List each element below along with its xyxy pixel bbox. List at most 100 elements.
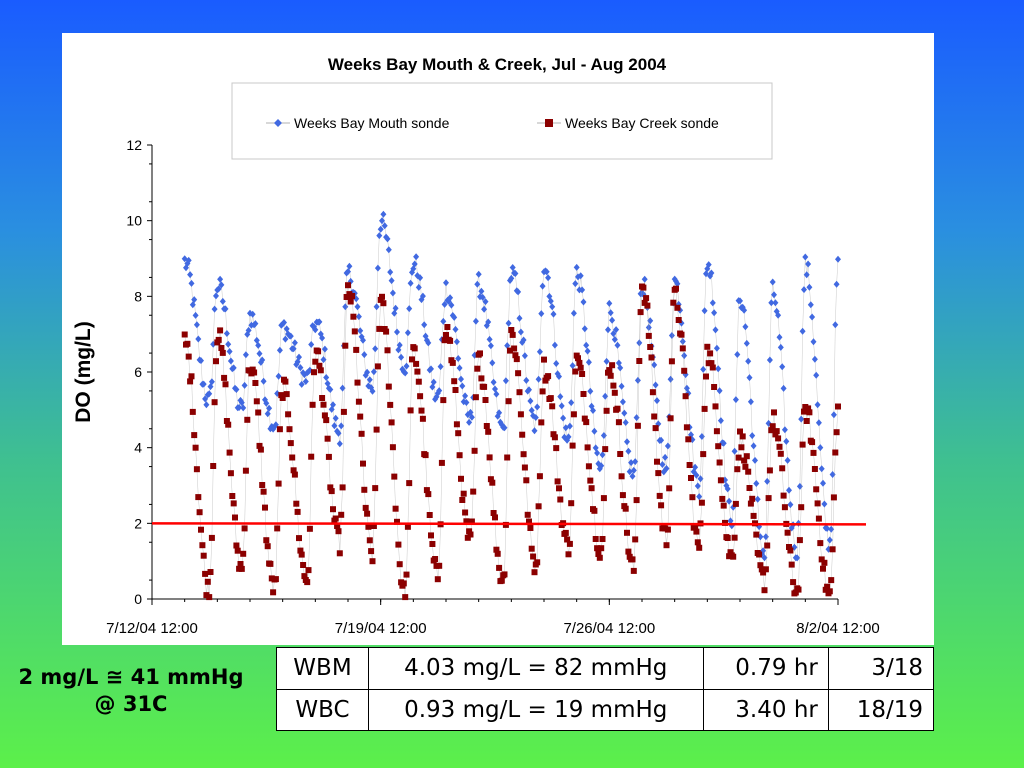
data-point — [534, 403, 541, 411]
data-point — [817, 540, 824, 547]
data-point — [407, 407, 414, 414]
data-point — [565, 433, 572, 441]
data-point — [575, 355, 581, 362]
data-point — [786, 544, 792, 550]
data-point — [183, 264, 189, 272]
data-point — [645, 332, 652, 339]
data-point — [195, 335, 202, 343]
legend-marker — [274, 119, 282, 127]
data-point — [621, 409, 628, 417]
data-point — [832, 321, 839, 329]
data-point — [762, 533, 769, 541]
data-point — [517, 328, 524, 336]
data-point — [696, 544, 703, 551]
x-tick-label: 7/19/04 12:00 — [335, 620, 427, 637]
data-point — [531, 427, 538, 435]
data-point — [536, 348, 543, 356]
data-point — [701, 405, 708, 412]
data-point — [270, 589, 277, 596]
data-point — [614, 405, 621, 412]
data-point — [747, 398, 754, 406]
data-point — [720, 439, 727, 447]
data-point — [369, 387, 376, 395]
data-point — [426, 512, 433, 518]
data-point — [238, 565, 245, 572]
data-point — [349, 293, 356, 299]
data-point — [396, 561, 403, 568]
data-point — [745, 468, 752, 475]
data-point — [477, 350, 483, 357]
data-point — [443, 279, 449, 287]
creek-series — [181, 282, 841, 601]
data-point — [192, 444, 199, 451]
data-point — [543, 268, 550, 276]
data-point — [626, 468, 633, 476]
data-point — [366, 537, 373, 544]
data-point — [569, 362, 576, 370]
data-point — [217, 275, 224, 283]
data-point — [546, 292, 553, 300]
data-point — [403, 571, 410, 578]
data-point — [674, 280, 681, 288]
data-point — [784, 529, 791, 536]
data-point — [743, 453, 750, 460]
data-point — [219, 349, 226, 356]
data-point — [302, 378, 309, 385]
data-point — [561, 433, 568, 441]
data-point — [619, 398, 626, 406]
data-point — [259, 356, 266, 364]
data-point — [339, 484, 346, 491]
data-point — [579, 371, 586, 377]
data-point — [801, 408, 807, 415]
data-point — [587, 387, 594, 395]
data-point — [532, 414, 539, 421]
data-point — [241, 381, 248, 389]
data-point — [482, 298, 489, 306]
data-point — [640, 284, 647, 291]
data-point — [732, 500, 739, 507]
data-point — [581, 415, 588, 422]
data-point — [336, 550, 343, 557]
data-point — [556, 485, 562, 492]
data-point — [780, 384, 787, 392]
data-point — [528, 545, 535, 552]
data-point — [198, 526, 204, 533]
data-point — [632, 458, 639, 466]
data-point — [362, 504, 369, 511]
data-point — [392, 505, 399, 512]
data-point — [517, 411, 524, 418]
data-point — [673, 285, 679, 292]
data-point — [222, 305, 229, 313]
data-point — [694, 539, 701, 546]
data-point — [330, 401, 336, 409]
data-point — [696, 493, 703, 501]
data-point — [625, 447, 632, 455]
data-point — [811, 355, 818, 363]
data-point — [330, 506, 336, 513]
data-point — [747, 500, 754, 507]
data-point — [682, 393, 689, 400]
data-point — [400, 580, 407, 587]
data-point — [647, 317, 654, 325]
data-point — [829, 471, 836, 478]
data-point — [502, 377, 509, 385]
data-point — [632, 536, 639, 543]
reference-line-2mgL — [151, 522, 867, 526]
data-point — [374, 264, 381, 272]
data-point — [553, 360, 560, 367]
data-point — [603, 357, 610, 365]
data-point — [187, 378, 194, 385]
data-point — [686, 462, 693, 468]
data-point — [511, 345, 518, 352]
data-point — [606, 299, 613, 307]
data-point — [306, 525, 313, 532]
data-point — [191, 296, 198, 304]
data-point — [478, 375, 485, 382]
data-point — [289, 454, 296, 461]
data-point — [692, 463, 699, 471]
data-point — [610, 382, 617, 389]
data-point — [637, 309, 644, 316]
data-point — [720, 502, 727, 509]
data-point — [189, 408, 196, 415]
data-point — [603, 407, 610, 414]
